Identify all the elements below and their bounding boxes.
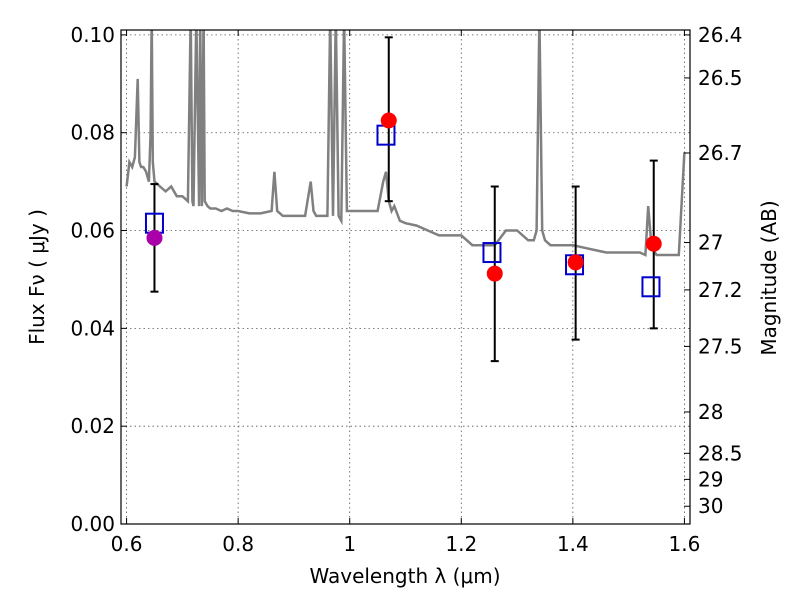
x-tick-label: 1.4 [557,532,589,556]
y-axis-label: Flux Fν ( μJy ) [25,209,49,345]
magnitude-tick-label: 26.7 [698,141,743,165]
observed-point [567,254,584,271]
magnitude-axis-label: Magnitude (AB) [757,200,781,355]
x-tick-label: 1.6 [669,532,701,556]
magnitude-tick-label: 28 [698,400,723,424]
magnitude-tick-label: 30 [698,494,723,518]
x-axis-ticks: 0.6 0.8 1 1.2 1.4 1.6 [111,30,701,556]
x-axis-label: Wavelength λ (μm) [309,564,500,588]
magnitude-tick-label: 27 [698,231,723,255]
observed-point [380,112,397,129]
plot-frame [120,29,691,525]
spectrum-line [125,30,686,257]
y-tick-label: 0.04 [70,316,115,340]
observed-point [486,265,503,282]
y-axis-ticks: 0.00 0.02 0.04 0.06 0.08 0.10 [70,23,127,536]
x-tick-label: 1.2 [445,532,477,556]
magnitude-tick-label: 28.5 [698,441,743,465]
x-tick-label: 1 [343,532,356,556]
x-tick-label: 0.8 [222,532,254,556]
y-tick-label: 0.08 [70,121,115,145]
x-tick-label: 0.6 [111,532,143,556]
magnitude-tick-label: 27.2 [698,278,743,302]
y-tick-label: 0.10 [70,23,115,47]
model-point [641,276,661,298]
observed-point [645,235,662,252]
observed-point [146,229,163,246]
magnitude-tick-label: 27.5 [698,334,743,358]
y-tick-label: 0.02 [70,414,115,438]
plot-area [125,30,686,363]
magnitude-tick-label: 26.5 [698,66,743,90]
y-tick-label: 0.06 [70,219,115,243]
magnitude-tick-label: 29 [698,467,723,491]
magnitude-axis-ticks: 26.4 26.5 26.7 27 27.2 27.5 28 28.529 30 [684,23,743,518]
observed-points [146,112,662,282]
magnitude-tick-label: 26.4 [698,23,743,47]
model-point [482,242,502,264]
y-tick-label: 0.00 [70,512,115,536]
